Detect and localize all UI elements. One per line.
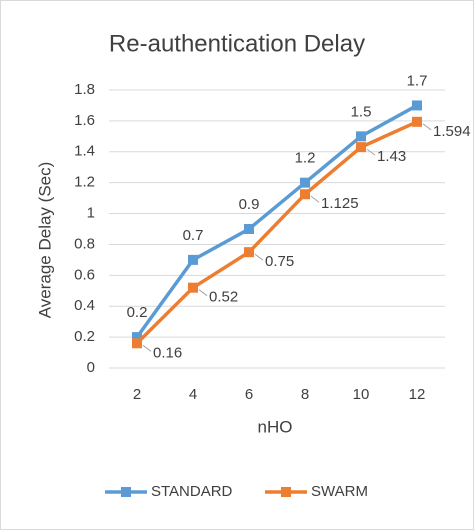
y-tick-label: 0 <box>87 359 95 376</box>
leader-line <box>142 344 152 352</box>
x-tick-label: 2 <box>133 386 141 403</box>
y-tick-label: 1.6 <box>74 112 95 129</box>
leader-line <box>310 195 320 203</box>
y-tick-label: 1.8 <box>74 81 95 98</box>
data-point <box>132 332 142 343</box>
data-label: 0.75 <box>265 253 294 270</box>
chart-title: Re-authentication Delay <box>109 30 365 57</box>
data-label: 0.9 <box>239 196 260 213</box>
x-tick-label: 4 <box>189 386 197 403</box>
leader-line <box>198 289 208 297</box>
data-label: 0.16 <box>153 344 182 361</box>
leader-line <box>366 148 376 156</box>
data-label: 1.5 <box>351 103 372 120</box>
leader-line <box>254 253 264 261</box>
data-label: 1.7 <box>407 72 428 89</box>
data-point <box>132 338 142 349</box>
leader-line <box>422 123 432 131</box>
x-tick-label: 10 <box>353 386 370 403</box>
y-tick-label: 0.4 <box>74 297 95 314</box>
data-point <box>244 247 254 258</box>
x-tick-label: 8 <box>301 386 309 403</box>
data-point <box>188 282 198 293</box>
data-point <box>412 116 422 127</box>
x-tick-label: 6 <box>245 386 253 403</box>
y-axis-label: Average Delay (Sec) <box>35 162 54 319</box>
data-point <box>244 224 254 234</box>
legend-label: SWARM <box>311 483 368 500</box>
legend-label: STANDARD <box>151 483 233 500</box>
data-point <box>188 254 198 265</box>
data-label: 1.2 <box>295 150 316 167</box>
data-label: 1.594 <box>433 123 471 140</box>
series-line <box>135 103 418 339</box>
y-tick-label: 1.2 <box>74 174 95 191</box>
data-point <box>412 100 422 111</box>
x-axis-label: nHO <box>258 417 293 436</box>
data-point <box>356 142 366 153</box>
data-point <box>356 131 366 142</box>
y-tick-label: 0.6 <box>74 266 95 283</box>
data-label: 0.2 <box>127 304 148 321</box>
y-tick-label: 0.8 <box>74 235 95 252</box>
data-point <box>300 189 310 200</box>
data-point <box>300 177 310 188</box>
data-label: 1.125 <box>321 195 359 212</box>
data-label: 1.43 <box>377 148 406 165</box>
legend-marker <box>281 487 291 497</box>
y-tick-label: 1 <box>87 205 95 222</box>
x-tick-label: 12 <box>409 386 426 403</box>
data-label: 0.7 <box>183 227 204 244</box>
y-tick-label: 1.4 <box>74 143 95 160</box>
y-tick-label: 0.2 <box>74 328 95 345</box>
data-label: 0.52 <box>209 289 238 306</box>
series-line <box>135 120 418 345</box>
legend-marker <box>121 487 131 497</box>
